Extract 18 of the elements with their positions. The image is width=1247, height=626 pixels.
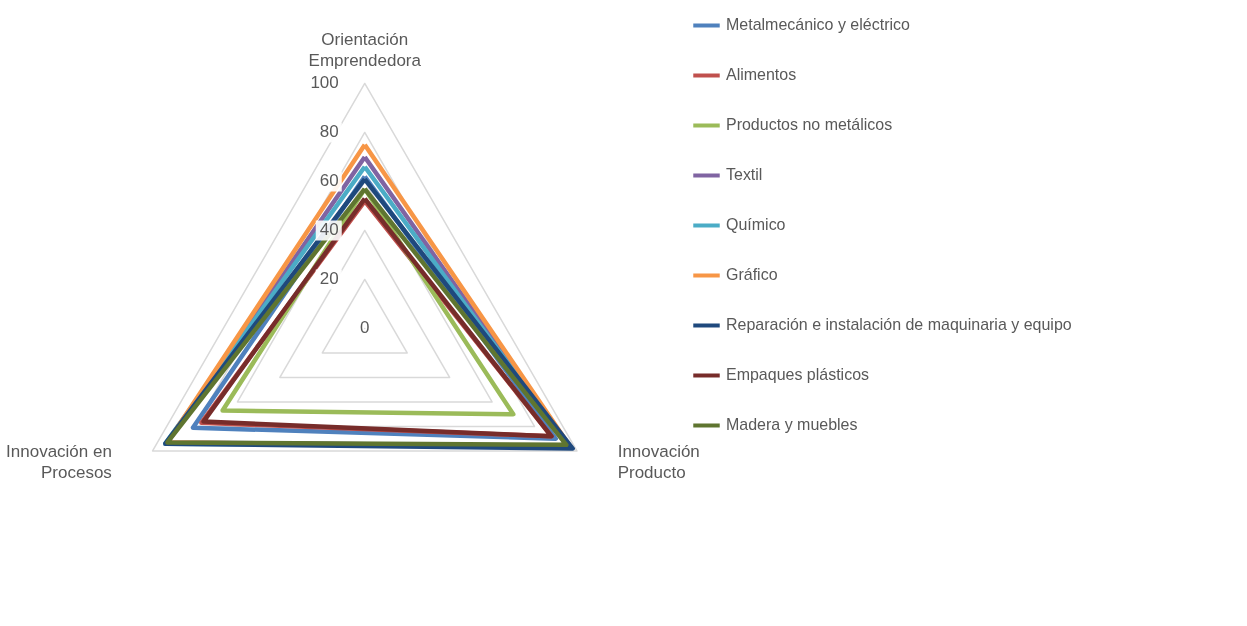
legend-label: Madera y muebles (726, 416, 858, 434)
legend-label: Gráfico (726, 266, 778, 284)
legend-label: Químico (726, 216, 786, 234)
y-tick-label: 40 (319, 220, 339, 240)
spoke-label: Innovación Producto (617, 441, 700, 482)
spoke-label: Innovación en Procesos (6, 441, 112, 482)
legend-label: Metalmecánico y eléctrico (726, 16, 910, 34)
legend-label: Empaques plásticos (726, 366, 870, 384)
y-tick-label: 80 (319, 122, 339, 142)
y-tick-label: 100 (310, 73, 339, 93)
spoke-label: Orientación Emprendedora (308, 30, 422, 71)
legend-label: Productos no metálicos (726, 116, 893, 134)
y-tick-label: 20 (319, 269, 339, 289)
legend-label: Textil (726, 166, 763, 184)
y-tick-label: 60 (319, 171, 339, 191)
legend-label: Alimentos (726, 66, 797, 84)
y-tick-label: 0 (360, 318, 370, 338)
legend-label: Reparación e instalación de maquinaria y equipo (726, 316, 1072, 334)
